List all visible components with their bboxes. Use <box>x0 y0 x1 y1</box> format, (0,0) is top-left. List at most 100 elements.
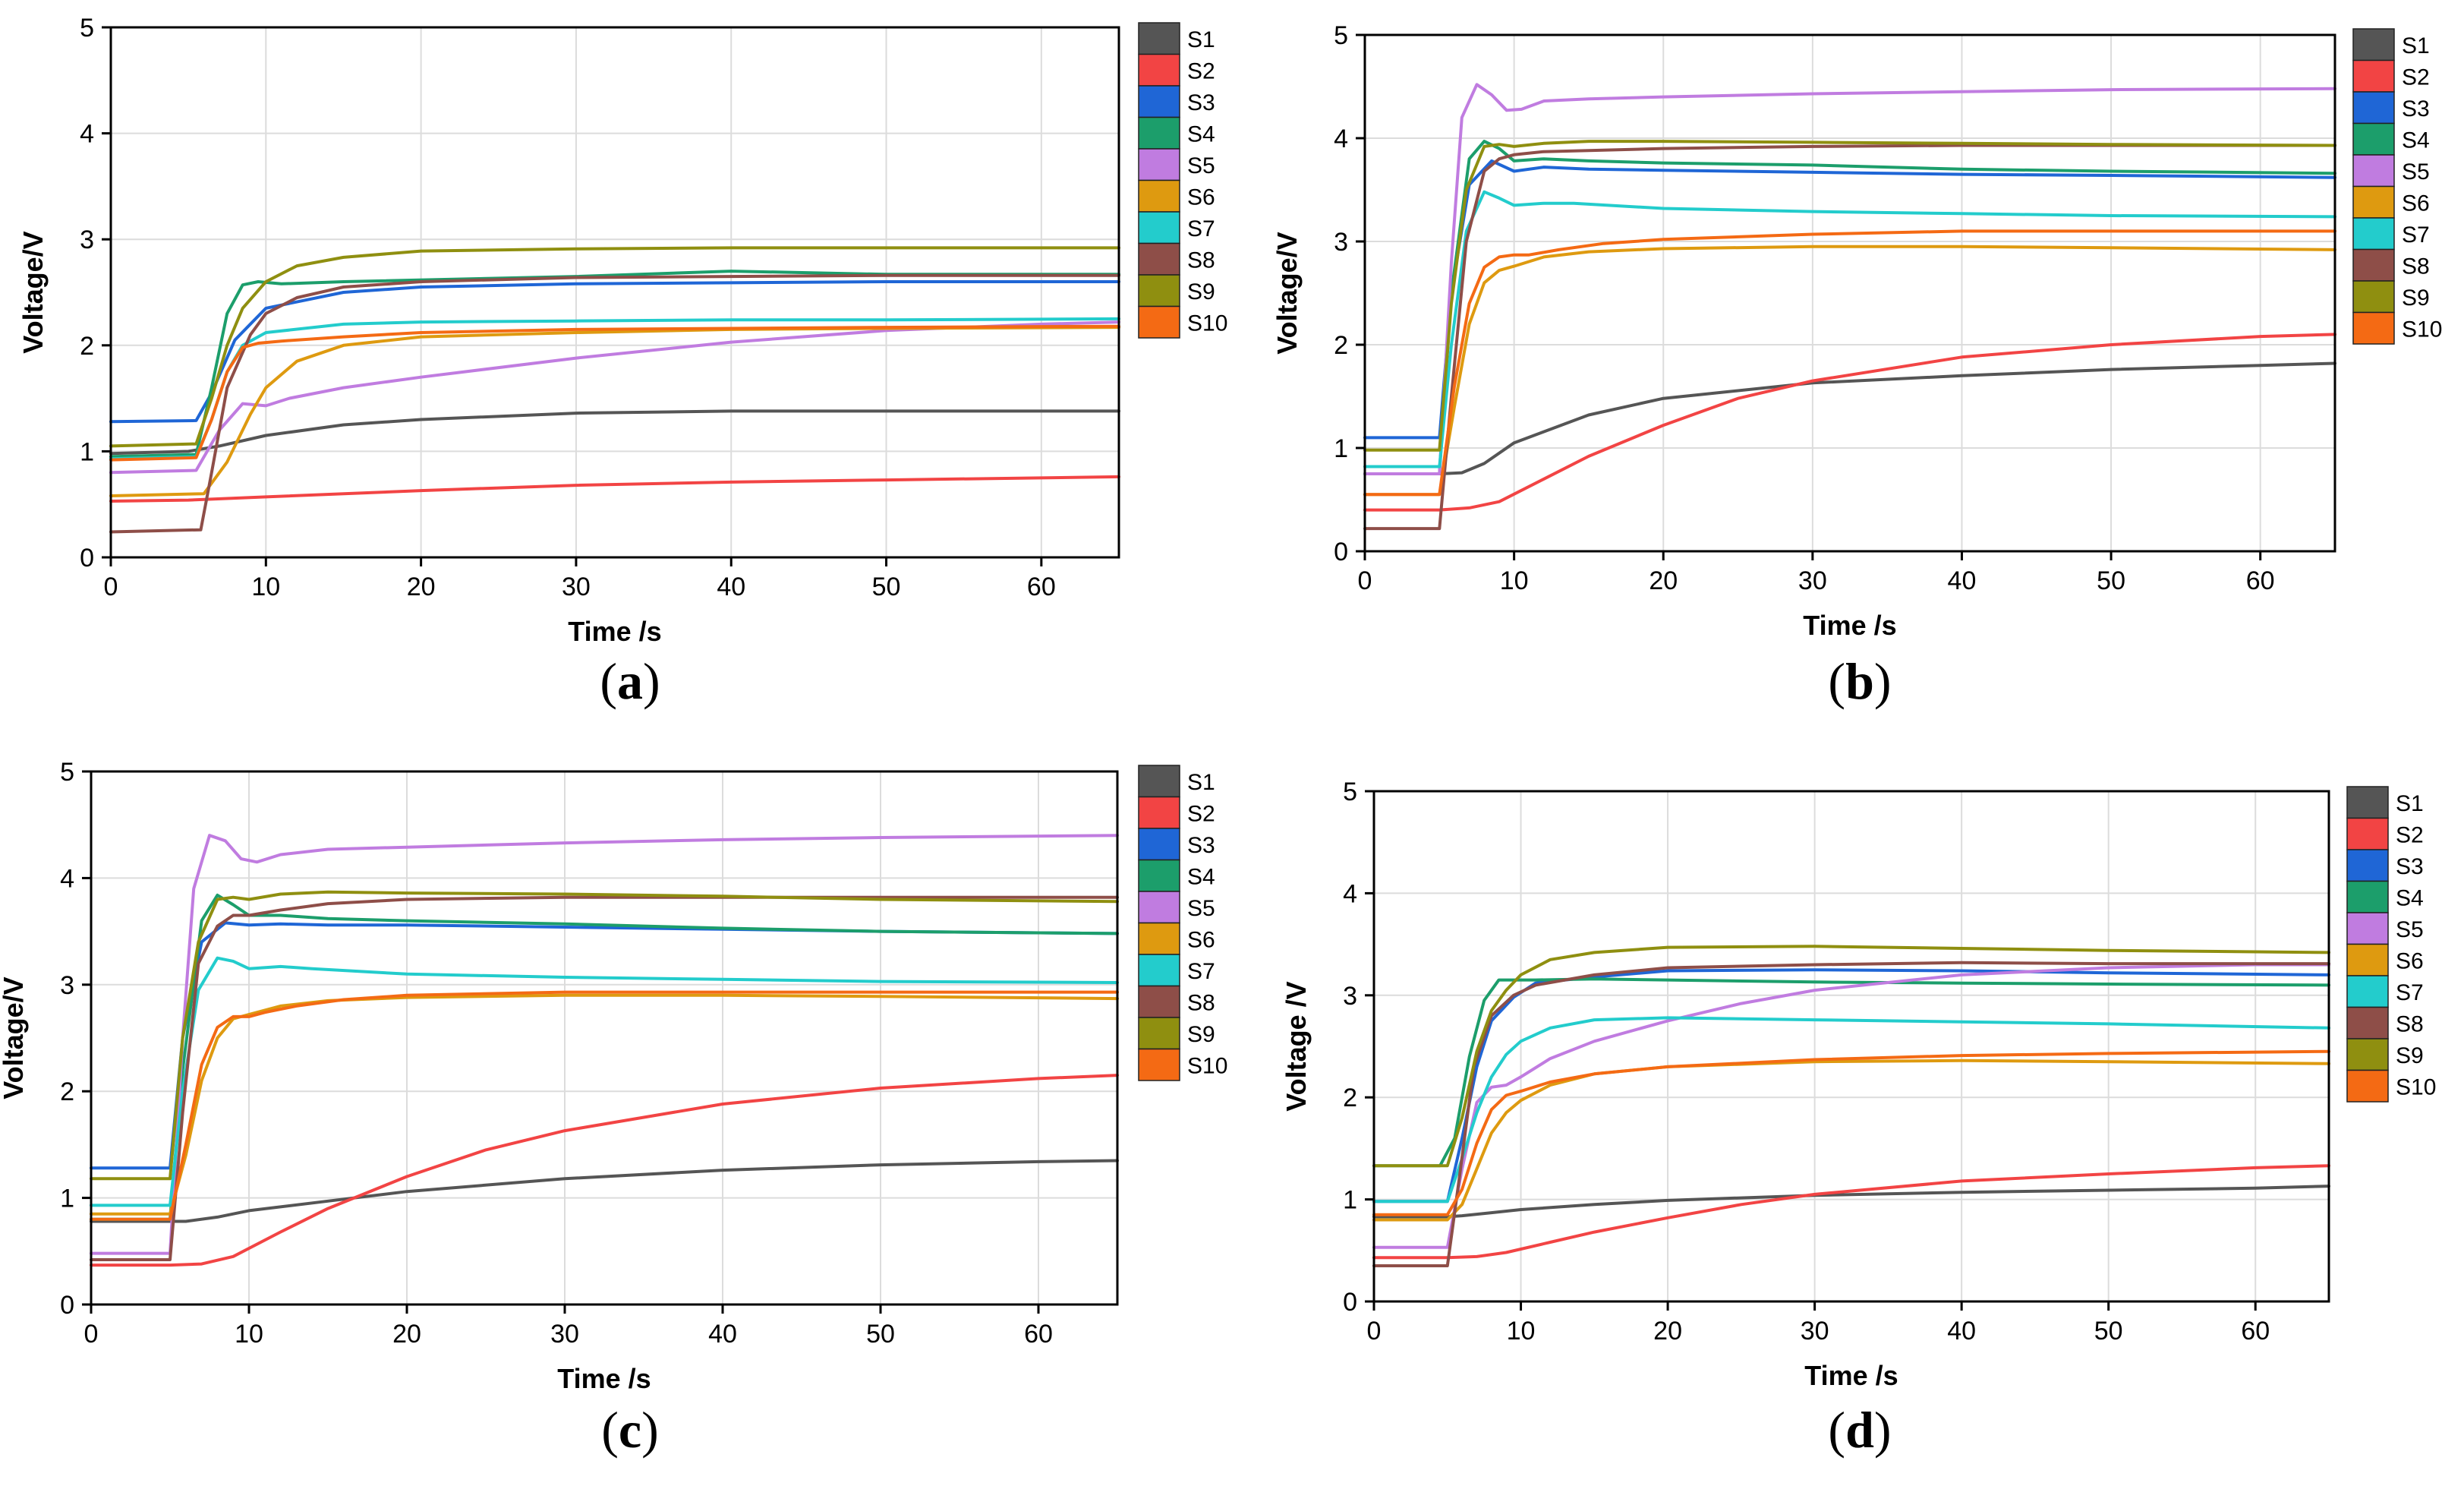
x-tick-label: 30 <box>1801 1317 1829 1346</box>
y-tick-label: 3 <box>1343 982 1357 1011</box>
legend-label: S4 <box>1187 121 1215 147</box>
legend-label: S5 <box>1187 896 1215 921</box>
legend-label: S9 <box>1187 279 1215 304</box>
series-line-s5 <box>1372 963 2330 1249</box>
x-tick-label: 60 <box>2246 566 2275 595</box>
plot-frame <box>1363 33 2336 553</box>
series-line-s9 <box>1363 140 2336 452</box>
legend-swatch-s2 <box>2352 59 2395 93</box>
series-line-s8 <box>1363 144 2336 531</box>
y-tick-label: 0 <box>80 544 94 573</box>
x-axis-label: Time /s <box>557 1363 651 1394</box>
legend-swatch-s8 <box>2352 248 2395 282</box>
legend-label: S1 <box>2402 33 2430 58</box>
legend-swatch-s5 <box>1138 891 1180 924</box>
legend-label: S3 <box>2396 854 2424 879</box>
legend-label: S8 <box>1187 990 1215 1015</box>
legend-swatch-s3 <box>2346 849 2389 882</box>
legend-label: S6 <box>1187 927 1215 952</box>
legend-label: S10 <box>1187 311 1227 336</box>
series-line-s4 <box>90 893 1119 1221</box>
x-tick-label: 50 <box>872 573 901 601</box>
legend-label: S5 <box>2402 159 2430 185</box>
legend-label: S7 <box>2396 980 2424 1005</box>
y-tick-label: 1 <box>80 437 94 466</box>
series-line-s2 <box>1372 1164 2330 1260</box>
legend: S1 S2 S3 S4 S5 S6 S7 S8 S9 S10 <box>1138 765 1227 1081</box>
series-line-s2 <box>1363 333 2336 512</box>
y-tick-label: 5 <box>60 758 74 787</box>
legend-label: S2 <box>1187 801 1215 826</box>
y-tick-label: 1 <box>60 1185 74 1213</box>
x-tick-label: 10 <box>1507 1317 1536 1346</box>
series-line-s8 <box>1372 961 2330 1267</box>
legend-swatch-s8 <box>1138 985 1180 1018</box>
series-line-s10 <box>109 324 1120 462</box>
legend-swatch-s7 <box>2346 975 2389 1008</box>
legend-label: S10 <box>2396 1074 2436 1099</box>
series-line-s4 <box>1363 140 2336 475</box>
y-tick-label: 2 <box>80 332 94 361</box>
legend-label: S5 <box>2396 917 2424 942</box>
legend-swatch-s4 <box>2346 880 2389 913</box>
y-tick-label: 5 <box>1334 21 1348 50</box>
series-line-s1 <box>109 409 1120 456</box>
legend-label: S6 <box>1187 185 1215 210</box>
legend-swatch-s6 <box>1138 179 1180 213</box>
y-tick-label: 3 <box>80 226 94 254</box>
x-axis-label: Time /s <box>1804 1360 1898 1391</box>
y-tick-label: 0 <box>60 1291 74 1320</box>
legend-label: S1 <box>1187 770 1215 795</box>
x-tick-label: 20 <box>1653 1317 1682 1346</box>
legend-swatch-s4 <box>2352 122 2395 156</box>
legend-label: S1 <box>2396 791 2424 816</box>
series-line-s8 <box>90 895 1119 1261</box>
legend-label: S10 <box>2402 317 2442 342</box>
series-line-s7 <box>1363 190 2336 468</box>
series-line-s10 <box>1372 1049 2330 1216</box>
legend-swatch-s2 <box>2346 817 2389 850</box>
panel-caption: (c) <box>601 1401 659 1459</box>
series-line-s2 <box>90 1074 1119 1267</box>
legend-swatch-s10 <box>2346 1069 2389 1103</box>
plot-frame <box>109 26 1120 559</box>
y-tick-label: 2 <box>1334 331 1348 360</box>
legend-swatch-s10 <box>1138 1048 1180 1081</box>
legend-swatch-s5 <box>1138 148 1180 181</box>
x-axis-label: Time /s <box>568 616 661 647</box>
y-tick-label: 3 <box>1334 228 1348 257</box>
y-axis-label: Voltage/V <box>0 976 29 1099</box>
legend-swatch-s9 <box>2346 1038 2389 1071</box>
x-tick-label: 50 <box>866 1320 895 1349</box>
legend-swatch-s9 <box>1138 1017 1180 1050</box>
y-tick-label: 4 <box>1334 125 1348 153</box>
y-tick-label: 1 <box>1334 434 1348 463</box>
series-line-s1 <box>1363 361 2336 475</box>
series-line-s9 <box>109 246 1120 448</box>
series-line-s4 <box>1372 977 2330 1168</box>
chart-d: 0 10 20 30 40 50 60 0 1 2 3 4 5 Time /s Voltage /V S1 S2… <box>1281 778 2436 1459</box>
x-tick-label: 10 <box>251 573 280 601</box>
series-line-s6 <box>1363 244 2336 497</box>
y-tick-label: 5 <box>80 14 94 43</box>
legend-swatch-s8 <box>2346 1006 2389 1040</box>
legend-label: S8 <box>2396 1011 2424 1036</box>
legend-swatch-s9 <box>1138 274 1180 308</box>
legend-label: S9 <box>2402 286 2430 311</box>
legend-label: S6 <box>2402 191 2430 216</box>
x-tick-label: 40 <box>1948 566 1977 595</box>
x-tick-label: 40 <box>717 573 745 601</box>
legend: S1 S2 S3 S4 S5 S6 S7 S8 S9 S10 <box>2346 786 2436 1103</box>
x-tick-label: 50 <box>2094 1317 2123 1346</box>
legend-swatch-s1 <box>1138 765 1180 798</box>
legend-label: S2 <box>2396 822 2424 847</box>
x-tick-label: 0 <box>1358 566 1372 595</box>
legend-swatch-s3 <box>1138 85 1180 118</box>
x-tick-label: 30 <box>550 1320 579 1349</box>
legend-label: S3 <box>1187 90 1215 115</box>
legend-label: S4 <box>1187 864 1215 889</box>
panel-caption: (d) <box>1828 1401 1891 1459</box>
series-line-s6 <box>1372 1058 2330 1222</box>
